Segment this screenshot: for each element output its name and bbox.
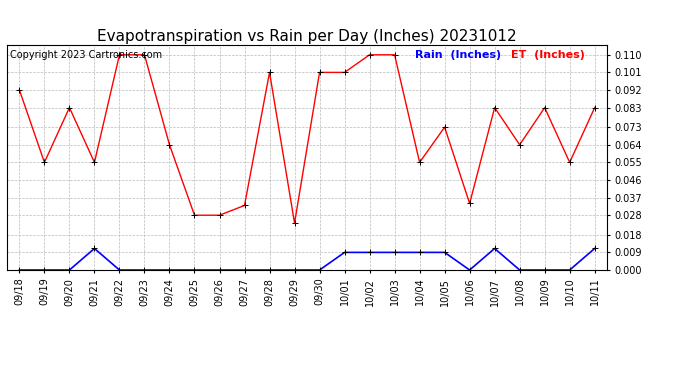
Text: Rain  (Inches): Rain (Inches) xyxy=(415,50,501,60)
Text: ET  (Inches): ET (Inches) xyxy=(511,50,585,60)
Text: Copyright 2023 Cartronics.com: Copyright 2023 Cartronics.com xyxy=(10,50,162,60)
Title: Evapotranspiration vs Rain per Day (Inches) 20231012: Evapotranspiration vs Rain per Day (Inch… xyxy=(97,29,517,44)
